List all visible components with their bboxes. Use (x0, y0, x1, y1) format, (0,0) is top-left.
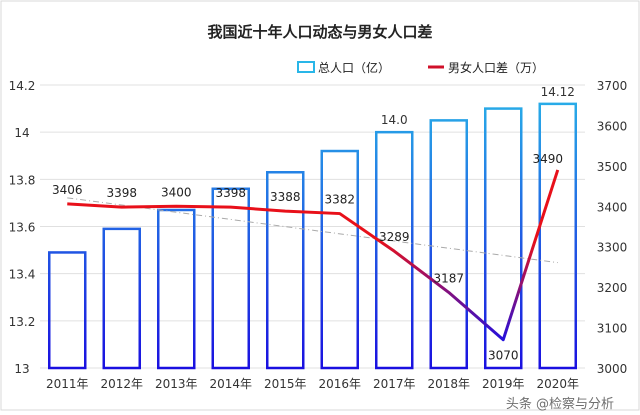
line-data-label: 3289 (379, 230, 410, 244)
y-left-tick-label: 14.2 (9, 79, 36, 93)
x-tick-label: 2015年 (264, 377, 307, 391)
chart-title: 我国近十年人口动态与男女人口差 (207, 23, 432, 41)
bar (157, 208, 196, 370)
line-data-label: 3187 (433, 271, 464, 285)
y-left-tick-label: 13.4 (9, 268, 36, 282)
y-left-tick-label: 13.2 (9, 315, 36, 329)
bar (375, 130, 414, 370)
y-left-tick-label: 13 (14, 362, 29, 376)
x-tick-label: 2012年 (100, 377, 143, 391)
y-right-tick-label: 3500 (597, 160, 628, 174)
x-tick-label: 2013年 (155, 377, 198, 391)
bar (484, 107, 523, 370)
bar (429, 119, 468, 370)
y-right-tick-label: 3100 (597, 322, 628, 336)
watermark: 头条 @检察与分析 (506, 396, 614, 411)
line-data-label: 3400 (161, 185, 192, 199)
bar (211, 187, 250, 370)
line-data-label: 3382 (324, 193, 355, 207)
line-data-label: 3398 (215, 186, 246, 200)
legend-line-label: 男女人口差（万） (448, 60, 544, 75)
trendline (67, 197, 558, 264)
y-left-tick-label: 13.6 (9, 221, 36, 235)
x-tick-label: 2014年 (209, 377, 252, 391)
legend-bar-label: 总人口（亿） (318, 60, 390, 75)
x-tick-label: 2019年 (482, 377, 525, 391)
y-right-tick-label: 3400 (597, 200, 628, 214)
legend: 总人口（亿） 男女人口差（万） (297, 60, 544, 75)
line-data-label: 3490 (532, 152, 563, 166)
bar (266, 171, 305, 370)
legend-bar-swatch (297, 61, 315, 73)
y-right-tick-label: 3300 (597, 241, 628, 255)
line-data-label: 3398 (106, 186, 137, 200)
y-right-tick-label: 3000 (597, 362, 628, 376)
y-right-tick-label: 3700 (597, 79, 628, 93)
x-tick-label: 2018年 (427, 377, 470, 391)
line-series (67, 169, 560, 342)
line-data-label: 3070 (488, 349, 519, 363)
bar-data-label: 14.0 (381, 113, 408, 127)
y-left-tick-label: 14 (14, 126, 29, 140)
bar (320, 149, 359, 370)
line-data-label: 3406 (52, 183, 83, 197)
bar (102, 227, 141, 370)
x-tick-label: 2011年 (46, 377, 89, 391)
bar (538, 102, 577, 370)
x-tick-label: 2020年 (536, 377, 579, 391)
y-right-tick-label: 3600 (597, 119, 628, 133)
y-left-tick-label: 13.8 (9, 173, 36, 187)
x-tick-label: 2017年 (373, 377, 416, 391)
bar (48, 251, 87, 370)
x-tick-label: 2016年 (318, 377, 361, 391)
line-data-label: 3388 (270, 190, 301, 204)
y-right-tick-label: 3200 (597, 281, 628, 295)
bar-data-label: 14.12 (541, 85, 575, 99)
